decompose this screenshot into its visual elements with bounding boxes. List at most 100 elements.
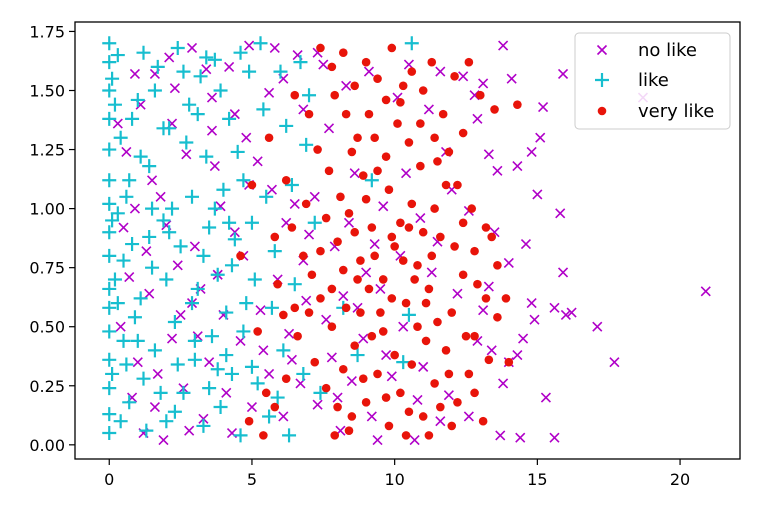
data-point-like xyxy=(113,414,128,429)
data-point-very-like xyxy=(373,166,382,176)
data-point-very-like xyxy=(458,218,468,228)
data-point-no-like xyxy=(115,321,126,332)
data-point-no-like xyxy=(426,267,437,278)
data-point-very-like xyxy=(416,119,425,128)
data-point-very-like xyxy=(247,180,257,190)
data-point-no-like xyxy=(246,401,258,413)
data-point-no-like xyxy=(538,101,549,113)
data-point-like xyxy=(102,173,117,188)
data-point-no-like xyxy=(557,267,569,278)
data-point-like xyxy=(233,45,248,60)
data-point-no-like xyxy=(229,109,240,120)
data-point-very-like xyxy=(433,157,442,166)
data-point-no-like xyxy=(255,305,266,316)
data-point-like xyxy=(307,215,322,230)
data-point-like xyxy=(199,149,214,164)
data-point-very-like xyxy=(461,331,471,341)
data-point-like xyxy=(401,307,416,322)
data-point-like xyxy=(279,118,294,133)
data-point-no-like xyxy=(189,241,200,252)
data-point-no-like xyxy=(118,222,129,233)
data-point-like xyxy=(159,414,174,429)
data-point-very-like xyxy=(310,357,320,367)
data-point-like xyxy=(250,376,265,391)
data-point-no-like xyxy=(175,309,186,320)
data-point-like xyxy=(182,97,197,112)
data-point-no-like xyxy=(283,328,295,339)
data-point-very-like xyxy=(430,133,439,143)
data-point-no-like xyxy=(258,345,269,356)
data-point-very-like xyxy=(407,360,417,369)
data-point-very-like xyxy=(361,398,371,407)
data-point-no-like xyxy=(172,260,183,271)
data-point-no-like xyxy=(343,217,355,228)
data-point-like xyxy=(259,189,274,204)
data-point-very-like xyxy=(441,180,451,190)
data-point-like xyxy=(102,407,117,422)
data-point-like xyxy=(165,201,180,216)
data-point-no-like xyxy=(549,302,560,313)
data-point-very-like xyxy=(407,199,417,209)
data-point-no-like xyxy=(152,368,163,380)
legend-marker-x xyxy=(596,44,608,56)
data-point-like xyxy=(199,50,214,65)
data-point-very-like xyxy=(424,431,434,440)
data-point-very-like xyxy=(401,298,411,308)
data-point-like xyxy=(350,348,365,363)
data-point-no-like xyxy=(592,321,603,332)
data-point-very-like xyxy=(270,232,280,242)
data-point-no-like xyxy=(412,394,423,406)
data-point-like xyxy=(222,215,237,230)
data-point-very-like xyxy=(404,138,414,147)
data-point-very-like xyxy=(281,175,291,185)
data-point-no-like xyxy=(409,435,420,446)
data-point-like xyxy=(256,102,271,117)
data-point-very-like xyxy=(504,357,514,367)
data-point-very-like xyxy=(364,109,374,119)
data-point-very-like xyxy=(470,388,479,398)
data-point-like xyxy=(244,359,259,374)
data-point-very-like xyxy=(347,147,357,157)
data-point-no-like xyxy=(498,40,509,51)
y-tick-label: 1.25 xyxy=(29,141,65,160)
legend-label: no like xyxy=(638,40,697,61)
data-point-no-like xyxy=(321,314,332,325)
data-point-very-like xyxy=(330,90,340,100)
data-point-like xyxy=(147,83,162,98)
data-point-very-like xyxy=(381,95,391,105)
data-point-like xyxy=(204,329,219,344)
data-point-very-like xyxy=(436,402,445,412)
data-point-no-like xyxy=(129,203,141,214)
data-point-very-like xyxy=(304,308,314,317)
data-point-like xyxy=(293,55,308,70)
data-point-very-like xyxy=(370,133,379,143)
data-point-no-like xyxy=(512,349,523,361)
data-point-very-like xyxy=(373,369,382,379)
data-point-very-like xyxy=(481,294,491,303)
data-point-no-like xyxy=(506,73,517,84)
legend-item-like: like xyxy=(595,70,669,91)
data-point-no-like xyxy=(289,198,300,209)
data-point-very-like xyxy=(358,171,368,180)
data-point-like xyxy=(102,300,117,315)
data-point-very-like xyxy=(376,308,385,317)
data-point-very-like xyxy=(421,298,431,308)
data-point-like xyxy=(253,36,268,51)
legend-box xyxy=(574,32,731,130)
data-point-very-like xyxy=(441,346,451,355)
data-point-like xyxy=(302,88,317,103)
data-point-very-like xyxy=(384,185,394,195)
data-point-no-like xyxy=(349,168,360,179)
data-point-very-like xyxy=(478,416,488,426)
data-point-like xyxy=(193,69,208,84)
data-point-very-like xyxy=(261,388,271,398)
data-point-no-like xyxy=(609,357,620,368)
data-point-no-like xyxy=(132,357,143,368)
data-point-very-like xyxy=(341,303,351,313)
data-point-like xyxy=(102,83,117,98)
data-point-like xyxy=(404,36,419,51)
data-point-like xyxy=(230,144,245,159)
data-point-no-like xyxy=(529,314,540,325)
data-point-very-like xyxy=(307,270,317,280)
